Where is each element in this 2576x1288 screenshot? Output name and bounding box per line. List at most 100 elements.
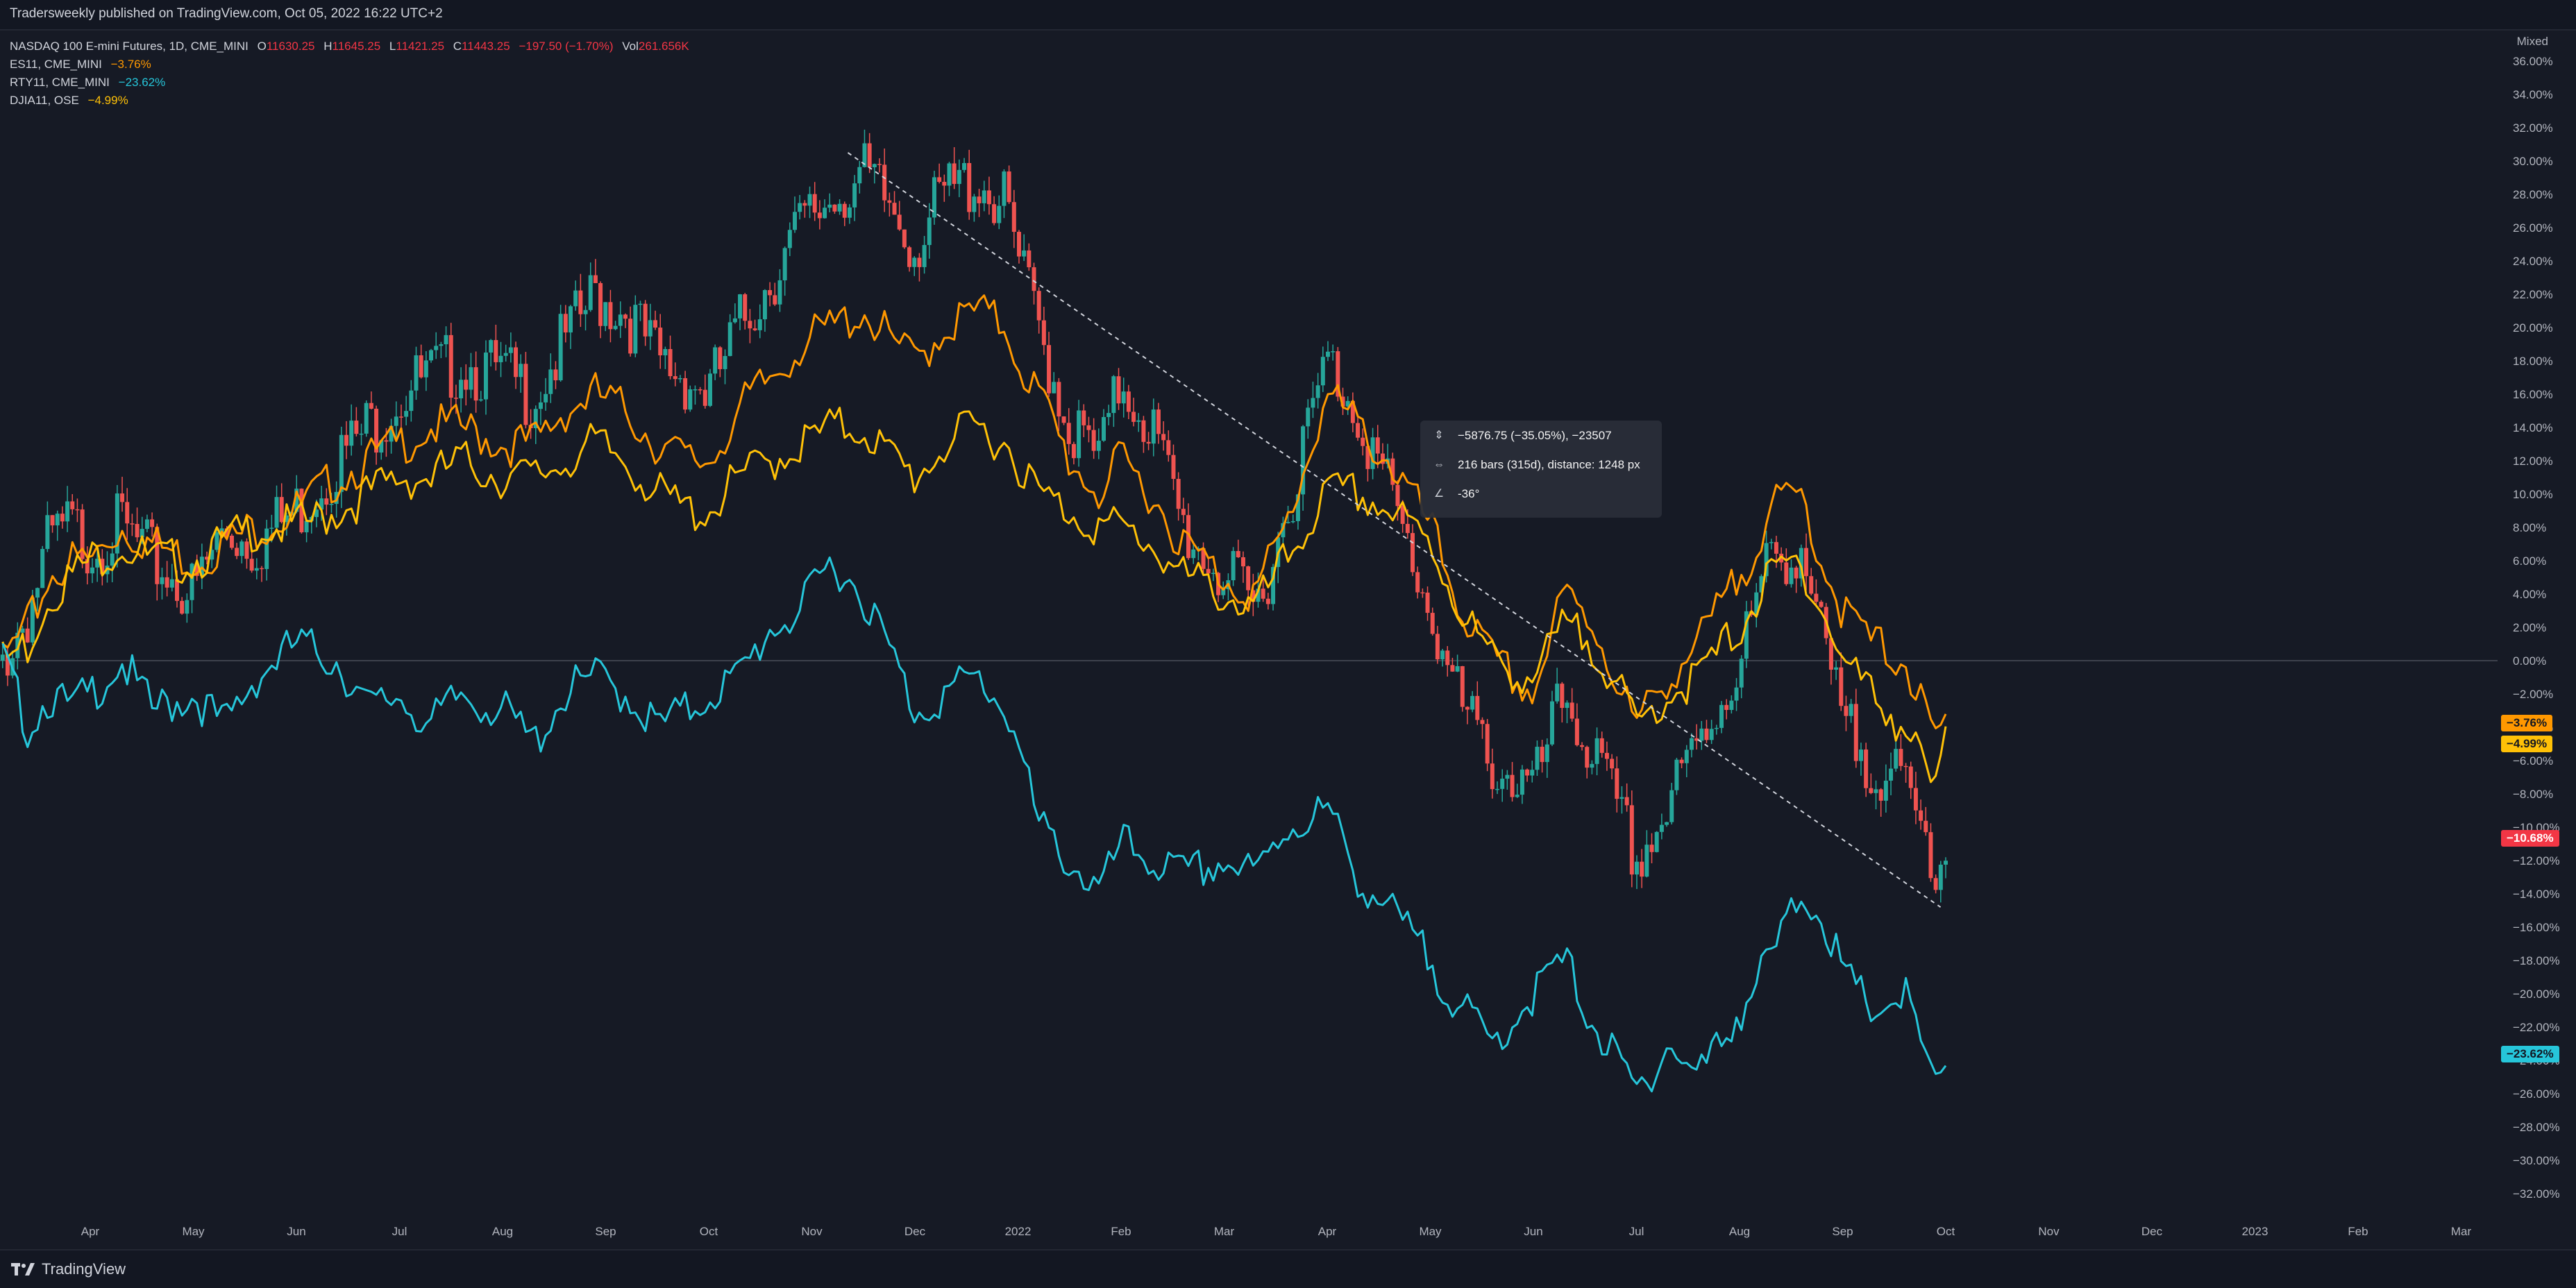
candle-body: [1445, 650, 1450, 666]
candle-body: [1599, 738, 1604, 753]
candle-body: [120, 493, 125, 502]
candle-body: [698, 389, 702, 391]
candle-body: [1659, 824, 1664, 832]
candle-body: [503, 353, 508, 356]
legend-compare-rty[interactable]: RTY11, CME_MINI −23.62%: [10, 74, 689, 92]
candle-body: [394, 416, 398, 426]
candle-body: [1356, 423, 1361, 438]
candle-body: [205, 557, 210, 560]
candle-body: [1086, 425, 1091, 430]
candle-body: [1535, 747, 1540, 770]
candle-body: [35, 588, 40, 598]
candle-body: [1585, 747, 1590, 768]
chart-legend: NASDAQ 100 E-mini Futures, 1D, CME_MINI …: [10, 37, 689, 110]
candle-body: [1057, 382, 1061, 417]
candle-body: [423, 360, 428, 378]
candle-body: [155, 527, 160, 584]
candle-body: [533, 409, 538, 429]
scale-mode-label[interactable]: Mixed: [2516, 35, 2548, 48]
candle-body: [977, 196, 982, 203]
candle-body: [1156, 409, 1161, 434]
candle-body: [902, 229, 907, 248]
candle-body: [658, 328, 663, 356]
candle-body: [478, 399, 483, 401]
legend-compare-djia[interactable]: DJIA11, OSE −4.99%: [10, 92, 689, 110]
candle-body: [0, 654, 5, 661]
candle-body: [235, 548, 239, 557]
candle-body: [1460, 666, 1465, 707]
candle-body: [673, 376, 677, 380]
candle-body: [1674, 759, 1679, 790]
candle-body: [877, 164, 882, 165]
candle-body: [404, 411, 409, 417]
x-tick-label: Nov: [2038, 1225, 2060, 1238]
candle-body: [1515, 795, 1519, 797]
candle-body: [284, 515, 289, 523]
candle-body: [95, 559, 100, 568]
candle-body: [757, 319, 762, 330]
tooltip-angle-row: ∠ -36°: [1433, 487, 1480, 501]
candle-body: [738, 294, 743, 319]
candle-body: [1724, 704, 1729, 710]
y-tick-label: −32.00%: [2513, 1187, 2560, 1201]
x-tick-label: Mar: [1214, 1225, 1235, 1238]
candle-body: [603, 302, 608, 326]
candle-body: [469, 367, 473, 390]
candle-body: [1191, 549, 1196, 559]
legend-compare-es[interactable]: ES11, CME_MINI −3.76%: [10, 56, 689, 74]
candle-body: [5, 654, 10, 676]
footer-bar: TradingView: [0, 1249, 2576, 1288]
candle-body: [1540, 747, 1544, 763]
candle-body: [1794, 567, 1799, 579]
candle-body: [1455, 666, 1460, 672]
chart-area[interactable]: 36.00% 34.00% 32.00% 30.00% 28.00% 26.00% 24.0…: [0, 31, 2576, 1245]
candle-body: [638, 303, 643, 305]
candle-body: [668, 349, 673, 377]
candle-body: [1032, 267, 1036, 291]
candle-body: [937, 177, 942, 183]
candle-body: [464, 380, 469, 390]
candle-body: [1301, 426, 1306, 495]
candle-body: [344, 434, 349, 446]
x-tick-label: Jun: [1524, 1225, 1542, 1238]
legend-low-key: L: [389, 40, 396, 53]
angle-icon: ∠: [1433, 488, 1445, 500]
price-chart[interactable]: 36.00% 34.00% 32.00% 30.00% 28.00% 26.00% 24.0…: [0, 31, 2576, 1245]
candle-body: [169, 579, 174, 588]
legend-open-key: O: [257, 40, 267, 53]
candle-body: [419, 355, 423, 378]
candle-body: [1400, 506, 1405, 524]
legend-high-key: H: [323, 40, 332, 53]
legend-volume-value: 261.656K: [638, 40, 689, 53]
candle-body: [1684, 749, 1689, 763]
candle-body: [349, 421, 354, 446]
candle-body: [1231, 551, 1236, 581]
candle-body: [214, 532, 219, 550]
tradingview-brand[interactable]: TradingView: [11, 1260, 126, 1278]
candle-body: [1186, 515, 1191, 559]
candle-body: [1665, 822, 1669, 825]
candle-body: [1171, 455, 1176, 480]
measure-trend-line: [847, 152, 1942, 908]
candle-body: [1306, 407, 1311, 427]
candle-body: [1734, 687, 1739, 701]
price-tag: −23.62%: [2501, 1045, 2559, 1062]
candle-body: [1251, 590, 1256, 602]
candle-body: [130, 523, 135, 525]
y-tick-label: 26.00%: [2513, 221, 2553, 235]
candle-body: [45, 515, 50, 550]
candle-body: [1390, 458, 1395, 485]
series-line-1: [1, 294, 1947, 729]
candle-body: [319, 498, 324, 510]
candle-body: [1615, 768, 1619, 799]
candle-body: [115, 493, 119, 554]
y-tick-label: −2.00%: [2513, 688, 2553, 701]
candle-body: [812, 194, 817, 213]
candle-body: [1923, 820, 1928, 833]
candle-body: [593, 275, 598, 283]
candle-body: [1525, 769, 1530, 776]
candle-body: [1096, 441, 1101, 451]
legend-main-symbol: NASDAQ 100 E-mini Futures, 1D, CME_MINI: [10, 40, 249, 53]
legend-low-value: 11421.25: [396, 40, 445, 53]
x-tick-label: May: [182, 1225, 205, 1238]
